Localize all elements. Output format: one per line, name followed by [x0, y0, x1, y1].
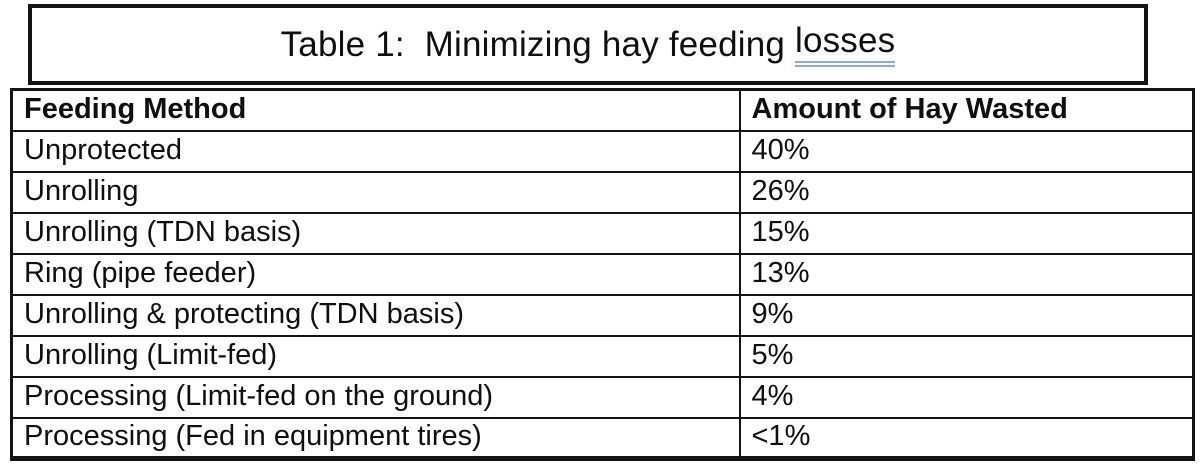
- header-row: Feeding Method Amount of Hay Wasted: [10, 88, 1195, 132]
- wasted-cell: <1%: [738, 416, 1195, 460]
- grammar-underlined-word: losses: [794, 21, 896, 68]
- table-row: Processing (Fed in equipment tires) <1%: [10, 416, 1195, 460]
- table-row: Processing (Limit-fed on the ground) 4%: [10, 375, 1195, 419]
- table-row: Unrolling 26%: [10, 170, 1195, 214]
- method-cell: Unrolling & protecting (TDN basis): [10, 293, 741, 337]
- method-cell: Unrolling (Limit-fed): [10, 334, 741, 378]
- method-cell: Unprotected: [10, 129, 741, 173]
- table-row: Unrolling (TDN basis) 15%: [10, 211, 1195, 255]
- wasted-cell: 4%: [738, 375, 1195, 419]
- column-header-amount-wasted: Amount of Hay Wasted: [738, 88, 1195, 132]
- wasted-cell: 26%: [738, 170, 1195, 214]
- table-title-box: Table 1: Minimizing hay feeding losses: [28, 4, 1148, 85]
- wasted-cell: 15%: [738, 211, 1195, 255]
- wasted-cell: 9%: [738, 293, 1195, 337]
- table-title-text: Table 1: Minimizing hay feeding: [280, 24, 795, 64]
- column-header-feeding-method: Feeding Method: [10, 88, 741, 132]
- wasted-cell: 5%: [738, 334, 1195, 378]
- table-row: Unprotected 40%: [10, 129, 1195, 173]
- method-cell: Unrolling (TDN basis): [10, 211, 741, 255]
- method-cell: Ring (pipe feeder): [10, 252, 741, 296]
- method-cell: Unrolling: [10, 170, 741, 214]
- method-cell: Processing (Fed in equipment tires): [10, 416, 741, 460]
- wasted-cell: 13%: [738, 252, 1195, 296]
- table-row: Ring (pipe feeder) 13%: [10, 252, 1195, 296]
- table-row: Unrolling (Limit-fed) 5%: [10, 334, 1195, 378]
- method-cell: Processing (Limit-fed on the ground): [10, 375, 741, 419]
- hay-waste-table: Feeding Method Amount of Hay Wasted Unpr…: [10, 88, 1195, 461]
- wasted-cell: 40%: [738, 129, 1195, 173]
- table-row: Unrolling & protecting (TDN basis) 9%: [10, 293, 1195, 337]
